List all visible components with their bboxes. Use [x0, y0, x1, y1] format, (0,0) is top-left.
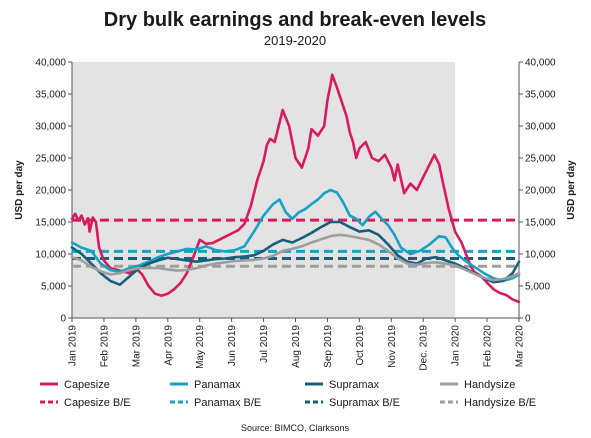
x-tick-label: Aug 2019 — [291, 325, 302, 368]
legend: Capesize Panamax Supramax Handysize Capesize… — [40, 379, 536, 409]
series-line-supramax — [70, 220, 521, 286]
legend-label-supramax-b-e: Supramax B/E — [329, 397, 400, 409]
legend-label-capesize-b-e: Capesize B/E — [64, 397, 131, 409]
y-axis-title-left: USD per day — [14, 160, 25, 220]
y-tick-label-right: 15,000 — [525, 218, 556, 229]
x-tick-label: Jun 2019 — [227, 325, 238, 367]
y-tick-label-right: 0 — [525, 314, 531, 325]
y-tick-label-right: 30,000 — [525, 122, 556, 133]
x-tick-label: Jan 2019 — [68, 325, 79, 367]
x-tick-label: Mar 2019 — [131, 325, 142, 368]
legend-label-handysize-b-e: Handysize B/E — [464, 397, 536, 409]
plot-area: 0 0 5,000 5,000 10,000 10,000 15,000 15,000 20,0… — [14, 58, 577, 371]
x-tick-label: Mar 2020 — [515, 325, 526, 368]
series-line-handysize — [70, 233, 521, 282]
series-line-panamax — [70, 188, 521, 283]
legend-label-capesize: Capesize — [64, 379, 110, 391]
y-tick-label-left: 15,000 — [35, 218, 66, 229]
y-tick-label-left: 30,000 — [35, 122, 66, 133]
chart-title: Dry bulk earnings and break-even levels — [104, 9, 486, 31]
y-tick-label-left: 10,000 — [35, 250, 66, 261]
legend-label-handysize: Handysize — [464, 379, 515, 391]
y-tick-label-left: 0 — [60, 314, 66, 325]
x-tick-label: Sep 2019 — [323, 325, 334, 368]
x-tick-label: Jul 2019 — [259, 325, 270, 363]
x-tick-label: Feb 2020 — [483, 325, 494, 368]
y-tick-label-right: 40,000 — [525, 58, 556, 69]
y-tick-label-right: 5,000 — [525, 282, 550, 293]
y-tick-label-right: 20,000 — [525, 186, 556, 197]
x-tick-label: Jan 2020 — [451, 325, 462, 367]
y-tick-label-left: 5,000 — [41, 282, 66, 293]
x-tick-label: Apr 2019 — [163, 325, 174, 366]
y-tick-label-right: 35,000 — [525, 90, 556, 101]
y-tick-label-right: 10,000 — [525, 250, 556, 261]
x-tick-label: Feb 2019 — [99, 325, 110, 368]
y-tick-label-left: 35,000 — [35, 90, 66, 101]
x-tick-label: Dec. 2019 — [419, 325, 430, 371]
legend-label-panamax-b-e: Panamax B/E — [194, 397, 261, 409]
shaded-region — [72, 62, 456, 318]
x-tick-label: Nov 2019 — [387, 325, 398, 368]
source-note: Source: BIMCO, Clarksons — [241, 423, 350, 433]
y-tick-label-right: 25,000 — [525, 154, 556, 165]
x-tick-label: May 2019 — [195, 325, 206, 369]
legend-label-panamax: Panamax — [194, 379, 241, 391]
chart-subtitle: 2019-2020 — [264, 33, 326, 48]
x-tick-label: Oct 2019 — [355, 325, 366, 366]
y-axis-title-right: USD per day — [566, 160, 577, 220]
y-tick-label-left: 20,000 — [35, 186, 66, 197]
y-tick-label-left: 40,000 — [35, 58, 66, 69]
legend-label-supramax: Supramax — [329, 379, 380, 391]
y-tick-label-left: 25,000 — [35, 154, 66, 165]
